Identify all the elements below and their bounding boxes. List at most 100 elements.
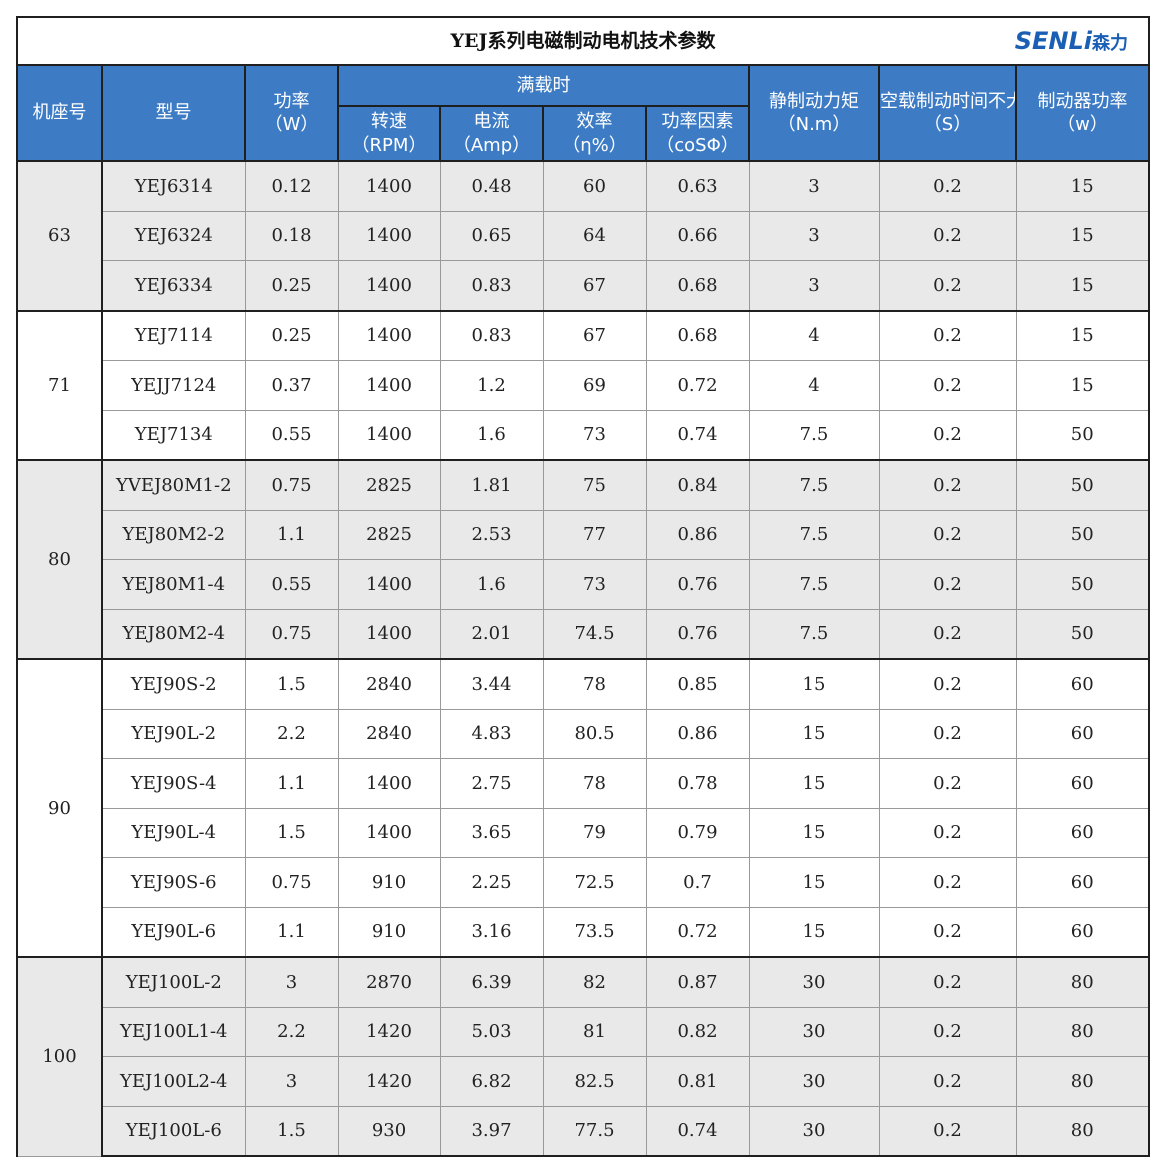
header-cell: 转速 （RPM） (337, 105, 441, 162)
table-cell: 3 (748, 160, 880, 212)
table-cell: 15 (748, 807, 880, 858)
table-cell: 0.74 (645, 1105, 750, 1157)
table-cell: YEJ7114 (101, 309, 246, 361)
table-cell: 77 (542, 509, 647, 560)
table-cell: 78 (542, 758, 647, 809)
table-cell: 15 (1015, 360, 1151, 411)
title-cell: YEJ系列电磁制动电机技术参数 SENLi森力 (15, 16, 1151, 66)
header-cell: 静制动力矩 （N.m） (748, 64, 880, 162)
table-cell: 4 (748, 309, 880, 361)
table-cell: YEJ90L-6 (101, 906, 246, 958)
table-cell: YEJ6334 (101, 260, 246, 311)
table-cell: 2840 (337, 658, 441, 710)
table-cell: 6.39 (439, 956, 544, 1008)
table-cell: 60 (542, 160, 647, 212)
table-cell: 0.2 (878, 1105, 1017, 1157)
table-cell: 77.5 (542, 1105, 647, 1157)
table-cell: 64 (542, 210, 647, 261)
table-cell: 0.2 (878, 658, 1017, 710)
table-cell: 0.65 (439, 210, 544, 261)
table-row: YEJ90S-4 1.1 1400 2.75 78 0.78 15 0.2 60 (17, 758, 1151, 809)
header-label: 电流 (473, 111, 510, 133)
table-cell: 50 (1015, 409, 1151, 461)
frame-cell: 71 (16, 309, 103, 461)
header-label: 功率 (273, 90, 310, 112)
table-cell: 0.2 (878, 758, 1017, 809)
header-cell: 制动器功率 （w） (1014, 64, 1151, 162)
header-row: 机座号型号功率（W）满载时静制动力矩（N.m）空载制动时间不大于（S）制动器功率… (16, 64, 1151, 162)
title: YEJ系列电磁制动电机技术参数 (450, 29, 716, 52)
table-cell: 0.12 (244, 160, 339, 212)
table-cell: 60 (1015, 807, 1151, 858)
table-cell: 4.83 (439, 708, 544, 759)
header-label: 静制动力矩 (769, 90, 859, 112)
table-cell: 60 (1015, 658, 1151, 710)
table-cell: 2870 (337, 956, 441, 1008)
table-cell: 72.5 (542, 857, 647, 908)
frame-cell: 100 (16, 956, 103, 1157)
table-cell: 30 (748, 956, 880, 1008)
header-unit: （η%） (562, 134, 627, 156)
header-cell: 功率 （W） (244, 64, 339, 162)
table-body: 63 YEJ6314 0.12 1400 0.48 60 0.63 3 0.2 15 YEJ6324… (16, 160, 1151, 1157)
table-cell: YEJ100L2-4 (101, 1056, 246, 1107)
table-cell: 0.2 (878, 409, 1017, 461)
table-cell: 0.2 (878, 559, 1017, 610)
table-cell: 0.78 (645, 758, 750, 809)
table-cell: 3.65 (439, 807, 544, 858)
table-row: YEJ90L-6 1.1 910 3.16 73.5 0.72 15 0.2 60 (17, 906, 1151, 958)
table-row: YEJ80M1-4 0.55 1400 1.6 73 0.76 7.5 0.2 50 (17, 559, 1151, 610)
table-cell: YEJ90L-4 (101, 807, 246, 858)
table-cell: 0.7 (645, 857, 750, 908)
header-cell: 型号 (101, 64, 246, 162)
header-label: 制动器功率 (1037, 90, 1128, 112)
table-cell: 15 (1015, 210, 1151, 261)
table-cell: 79 (542, 807, 647, 858)
table-cell: 0.72 (645, 360, 750, 411)
table-cell: YEJ100L-2 (101, 956, 246, 1008)
table-cell: 50 (1015, 459, 1151, 511)
table-cell: 73.5 (542, 906, 647, 958)
table-cell: YVEJ80M1-2 (101, 459, 246, 511)
table-cell: 30 (748, 1105, 880, 1157)
table-cell: YEJ100L-6 (101, 1105, 246, 1157)
table-cell: 2825 (337, 509, 441, 560)
table-cell: 2.2 (244, 708, 339, 759)
table-cell: 0.2 (878, 857, 1017, 908)
table-cell: 0.2 (878, 807, 1017, 858)
table-cell: 0.81 (645, 1056, 750, 1107)
table-cell: 1.6 (439, 559, 544, 610)
table-cell: 0.68 (645, 260, 750, 311)
header-cell: 空载制动时间不大于（S） (878, 64, 1017, 162)
table-cell: 0.74 (645, 409, 750, 461)
table-cell: 0.48 (439, 160, 544, 212)
table-cell: 80 (1015, 1056, 1151, 1107)
table-cell: 74.5 (542, 608, 647, 660)
table-cell: 1.2 (439, 360, 544, 411)
table-cell: 1400 (337, 360, 441, 411)
table-cell: 15 (748, 708, 880, 759)
table-row: YEJ90S-6 0.75 910 2.25 72.5 0.7 15 0.2 60 (17, 857, 1151, 908)
table-row: 100 YEJ100L-2 3 2870 6.39 82 0.87 30 0.2 80 (16, 956, 1151, 1157)
table-cell: 69 (542, 360, 647, 411)
table-cell: 67 (542, 309, 647, 361)
table-cell: 0.86 (645, 509, 750, 560)
header-unit: （N.m） (777, 114, 851, 135)
table-row: YEJ90L-4 1.5 1400 3.65 79 0.79 15 0.2 60 (17, 807, 1151, 858)
header-cell: 效率 （η%） (542, 105, 647, 162)
table-cell: 1400 (337, 160, 441, 212)
table-cell: 82 (542, 956, 647, 1008)
table-cell: YEJ7134 (101, 409, 246, 461)
table-cell: 2.75 (439, 758, 544, 809)
table-cell: 0.2 (878, 608, 1017, 660)
table-cell: 50 (1015, 509, 1151, 560)
table-cell: 7.5 (748, 559, 880, 610)
table-cell: 1.5 (244, 807, 339, 858)
header-cell: 功率因素 （coSΦ） (645, 105, 750, 162)
table-row: YEJ80M2-2 1.1 2825 2.53 77 0.86 7.5 0.2 50 (17, 509, 1151, 560)
logo-latin: SENLi (1014, 27, 1093, 55)
table-cell: 1420 (337, 1006, 441, 1057)
table-cell: YEJ6324 (101, 210, 246, 261)
table-cell: 0.37 (244, 360, 339, 411)
table-cell: 0.72 (645, 906, 750, 958)
